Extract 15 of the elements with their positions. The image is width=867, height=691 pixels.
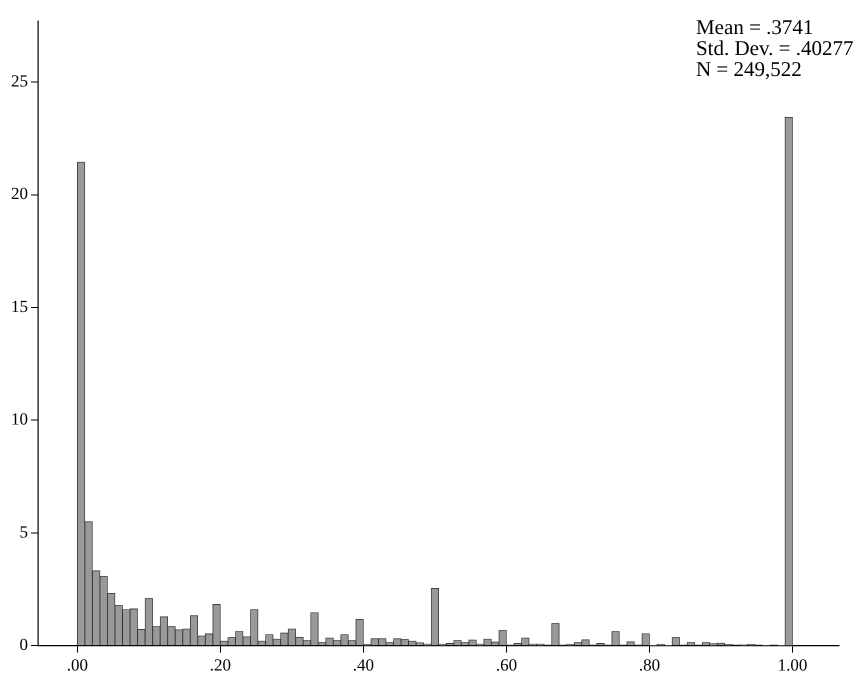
annotation: Mean = .3741 [696,15,814,39]
y-tick-label: 0 [20,635,28,654]
x-tick-label: .20 [210,655,231,674]
y-tick-label: 25 [11,72,28,91]
x-tick-label: .00 [66,655,88,674]
x-tick-label: .60 [496,655,518,674]
x-tick-label: 1.00 [778,655,808,674]
y-tick-label: 20 [11,184,28,204]
annotation: Std. Dev. = .40277 [696,36,854,60]
annotation: N = 249,522 [696,57,802,81]
y-tick-label: 10 [11,410,28,429]
x-tick-label: .40 [352,655,374,674]
x-tick-label: .80 [638,655,660,674]
y-tick-label: 15 [11,296,28,316]
y-tick-label: 5 [20,522,28,542]
